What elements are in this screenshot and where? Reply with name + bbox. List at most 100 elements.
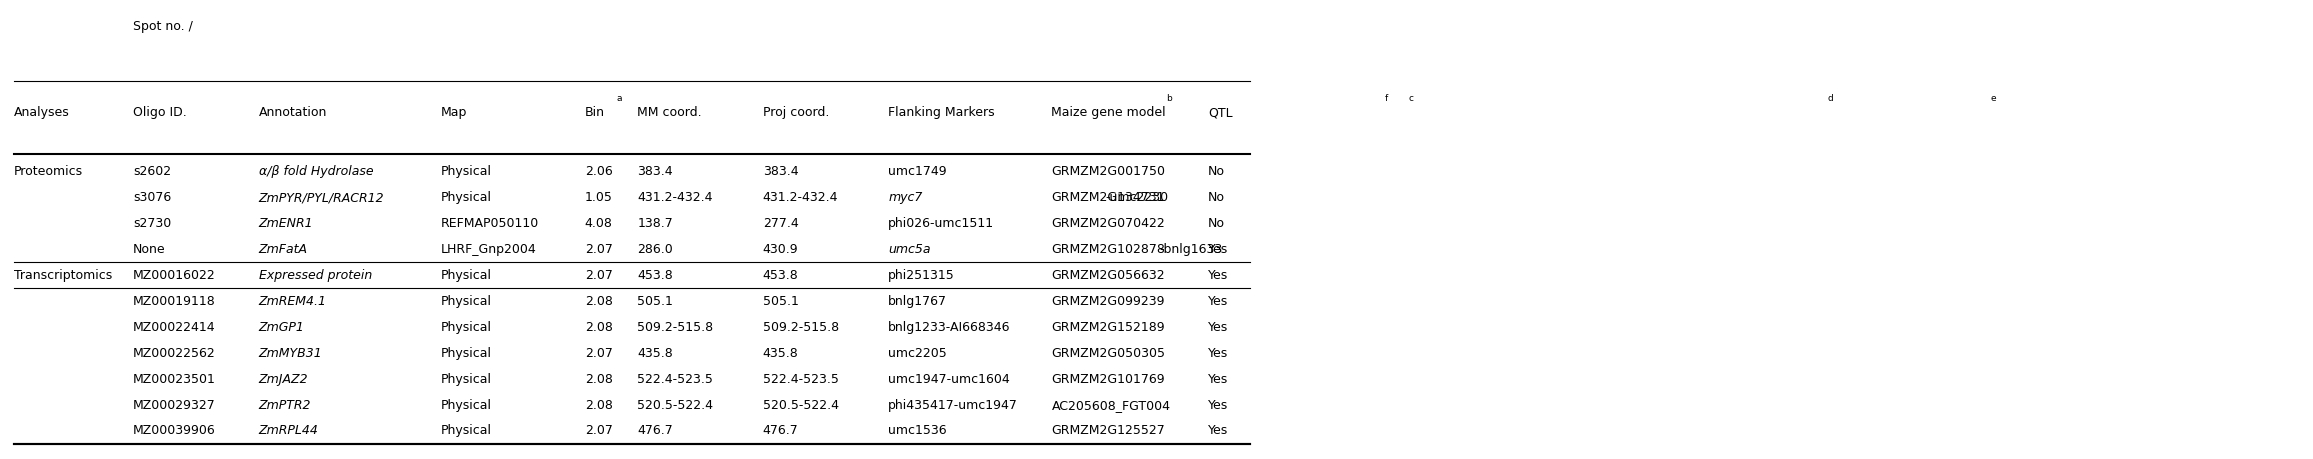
Text: GRMZM2G102878: GRMZM2G102878 <box>1052 243 1166 256</box>
Text: ZmMYB31: ZmMYB31 <box>259 347 322 360</box>
Text: c: c <box>1409 94 1413 102</box>
Text: GRMZM2G134731: GRMZM2G134731 <box>1052 191 1166 204</box>
Text: Transcriptomics: Transcriptomics <box>14 269 113 282</box>
Text: 2.06: 2.06 <box>585 165 613 178</box>
Text: phi026-umc1511: phi026-umc1511 <box>888 217 995 230</box>
Text: Yes: Yes <box>1207 269 1228 282</box>
Text: 453.8: 453.8 <box>763 269 798 282</box>
Text: phi251315: phi251315 <box>888 269 955 282</box>
Text: 476.7: 476.7 <box>638 425 673 437</box>
Text: 2.08: 2.08 <box>585 321 613 334</box>
Text: b: b <box>1166 94 1173 102</box>
Text: Spot no. /: Spot no. / <box>134 20 192 33</box>
Text: 505.1: 505.1 <box>763 295 798 308</box>
Text: 277.4: 277.4 <box>763 217 798 230</box>
Text: 2.07: 2.07 <box>585 425 613 437</box>
Text: Yes: Yes <box>1207 373 1228 386</box>
Text: Flanking Markers: Flanking Markers <box>888 106 995 119</box>
Text: umc5a: umc5a <box>888 243 930 256</box>
Text: umc1947-umc1604: umc1947-umc1604 <box>888 373 1011 386</box>
Text: 522.4-523.5: 522.4-523.5 <box>763 373 840 386</box>
Text: GRMZM2G099239: GRMZM2G099239 <box>1052 295 1166 308</box>
Text: GRMZM2G125527: GRMZM2G125527 <box>1052 425 1166 437</box>
Text: Bin: Bin <box>585 106 604 119</box>
Text: e: e <box>1991 94 1996 102</box>
Text: umc2205: umc2205 <box>888 347 946 360</box>
Text: Proteomics: Proteomics <box>14 165 83 178</box>
Text: s3076: s3076 <box>134 191 171 204</box>
Text: LHRF_Gnp2004: LHRF_Gnp2004 <box>439 243 537 256</box>
Text: phi435417-umc1947: phi435417-umc1947 <box>888 398 1018 412</box>
Text: bnlg1767: bnlg1767 <box>888 295 948 308</box>
Text: 522.4-523.5: 522.4-523.5 <box>638 373 712 386</box>
Text: ZmFatA: ZmFatA <box>259 243 308 256</box>
Text: MZ00022414: MZ00022414 <box>134 321 215 334</box>
Text: Map: Map <box>439 106 467 119</box>
Text: Yes: Yes <box>1207 347 1228 360</box>
Text: bnlg1233-AI668346: bnlg1233-AI668346 <box>888 321 1011 334</box>
Text: Yes: Yes <box>1207 398 1228 412</box>
Text: Physical: Physical <box>439 373 490 386</box>
Text: Physical: Physical <box>439 425 490 437</box>
Text: d: d <box>1827 94 1834 102</box>
Text: Physical: Physical <box>439 321 490 334</box>
Text: ZmJAZ2: ZmJAZ2 <box>259 373 308 386</box>
Text: 431.2-432.4: 431.2-432.4 <box>638 191 712 204</box>
Text: 2.07: 2.07 <box>585 347 613 360</box>
Text: MZ00016022: MZ00016022 <box>134 269 215 282</box>
Text: MZ00022562: MZ00022562 <box>134 347 215 360</box>
Text: ZmENR1: ZmENR1 <box>259 217 312 230</box>
Text: 2.07: 2.07 <box>585 243 613 256</box>
Text: No: No <box>1207 217 1226 230</box>
Text: Oligo ID.: Oligo ID. <box>134 106 187 119</box>
Text: myc7: myc7 <box>888 191 923 204</box>
Text: GRMZM2G070422: GRMZM2G070422 <box>1052 217 1166 230</box>
Text: 286.0: 286.0 <box>638 243 673 256</box>
Text: a: a <box>618 94 622 102</box>
Text: s2730: s2730 <box>134 217 171 230</box>
Text: Annotation: Annotation <box>259 106 326 119</box>
Text: 4.08: 4.08 <box>585 217 613 230</box>
Text: Maize gene model: Maize gene model <box>1052 106 1166 119</box>
Text: Yes: Yes <box>1207 425 1228 437</box>
Text: 453.8: 453.8 <box>638 269 673 282</box>
Text: Proj coord.: Proj coord. <box>763 106 830 119</box>
Text: f: f <box>1385 94 1388 102</box>
Text: Physical: Physical <box>439 165 490 178</box>
Text: Physical: Physical <box>439 398 490 412</box>
Text: No: No <box>1207 191 1226 204</box>
Text: 383.4: 383.4 <box>638 165 673 178</box>
Text: 509.2-515.8: 509.2-515.8 <box>638 321 712 334</box>
Text: GRMZM2G050305: GRMZM2G050305 <box>1052 347 1166 360</box>
Text: α/β fold Hydrolase: α/β fold Hydrolase <box>259 165 372 178</box>
Text: Analyses: Analyses <box>14 106 69 119</box>
Text: Physical: Physical <box>439 347 490 360</box>
Text: 138.7: 138.7 <box>638 217 673 230</box>
Text: 509.2-515.8: 509.2-515.8 <box>763 321 840 334</box>
Text: Physical: Physical <box>439 295 490 308</box>
Text: 505.1: 505.1 <box>638 295 673 308</box>
Text: MM coord.: MM coord. <box>638 106 703 119</box>
Text: s2602: s2602 <box>134 165 171 178</box>
Text: ZmGP1: ZmGP1 <box>259 321 305 334</box>
Text: 520.5-522.4: 520.5-522.4 <box>638 398 712 412</box>
Text: No: No <box>1207 165 1226 178</box>
Text: MZ00039906: MZ00039906 <box>134 425 215 437</box>
Text: REFMAP050110: REFMAP050110 <box>439 217 539 230</box>
Text: 2.08: 2.08 <box>585 398 613 412</box>
Text: None: None <box>134 243 167 256</box>
Text: 520.5-522.4: 520.5-522.4 <box>763 398 840 412</box>
Text: GRMZM2G101769: GRMZM2G101769 <box>1052 373 1166 386</box>
Text: Physical: Physical <box>439 191 490 204</box>
Text: MZ00023501: MZ00023501 <box>134 373 215 386</box>
Text: QTL: QTL <box>1207 106 1233 119</box>
Text: umc1536: umc1536 <box>888 425 946 437</box>
Text: -bnlg1633: -bnlg1633 <box>1159 243 1224 256</box>
Text: 2.08: 2.08 <box>585 373 613 386</box>
Text: Yes: Yes <box>1207 321 1228 334</box>
Text: ZmPTR2: ZmPTR2 <box>259 398 310 412</box>
Text: GRMZM2G152189: GRMZM2G152189 <box>1052 321 1166 334</box>
Text: 435.8: 435.8 <box>638 347 673 360</box>
Text: MZ00029327: MZ00029327 <box>134 398 215 412</box>
Text: 476.7: 476.7 <box>763 425 798 437</box>
